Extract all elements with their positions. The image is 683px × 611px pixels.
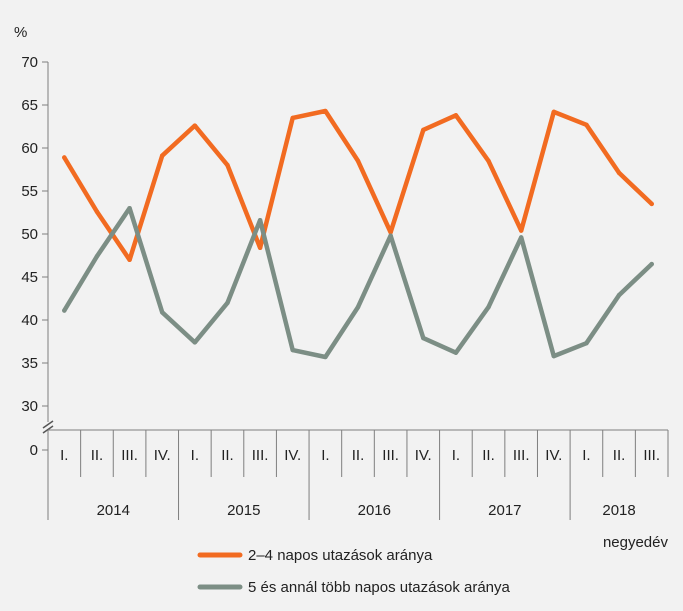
data-point-series-2	[584, 341, 589, 346]
x-year-label: 2018	[602, 502, 635, 519]
data-point-series-1	[388, 230, 393, 235]
data-point-series-1	[290, 115, 295, 121]
data-point-series-1	[355, 158, 361, 164]
data-point-series-2	[192, 340, 198, 345]
data-point-series-1	[486, 158, 491, 164]
series-line-1	[62, 108, 654, 263]
x-quarter-label: IV.	[415, 447, 432, 464]
legend-label-2: 5 és annál több napos utazások aránya	[248, 579, 511, 596]
data-point-series-2	[486, 304, 491, 310]
x-quarter-label: IV.	[284, 447, 301, 464]
data-point-series-2	[160, 310, 165, 315]
y-tick-label: 40	[21, 312, 38, 329]
axis-break-mark	[42, 420, 54, 429]
x-quarter-label: II.	[352, 447, 365, 464]
data-point-series-1	[649, 201, 654, 207]
data-point-series-2	[551, 353, 556, 359]
x-quarter-label: III.	[121, 447, 138, 464]
data-point-series-2	[323, 354, 328, 360]
x-quarter-label: III.	[513, 447, 530, 464]
x-quarter-label: I.	[60, 447, 68, 464]
y-unit-label: %	[14, 24, 27, 41]
y-tick-label: 55	[21, 183, 38, 200]
x-quarter-label: IV.	[545, 447, 562, 464]
legend-label-1: 2–4 napos utazások aránya	[248, 547, 433, 564]
data-point-series-1	[225, 163, 230, 168]
y-tick-label: 70	[21, 54, 38, 71]
x-quarter-label: III.	[643, 447, 660, 464]
y-tick-label: 0	[30, 442, 38, 459]
x-quarter-label: I.	[321, 447, 329, 464]
y-tick-label: 45	[21, 269, 38, 286]
series-line-2	[62, 205, 654, 360]
x-year-label: 2015	[227, 502, 260, 519]
x-quarter-label: III.	[382, 447, 399, 464]
y-tick-label: 50	[21, 226, 38, 243]
x-year-label: 2017	[488, 502, 521, 519]
data-point-series-1	[192, 123, 198, 128]
x-quarter-label: II.	[613, 447, 626, 464]
x-unit-label: negyedév	[603, 534, 669, 551]
data-point-series-2	[453, 350, 459, 355]
y-tick-label: 65	[21, 97, 38, 114]
data-point-series-2	[62, 308, 67, 313]
data-point-series-2	[355, 304, 361, 310]
x-quarter-label: II.	[221, 447, 234, 464]
data-point-series-1	[421, 127, 426, 133]
data-point-series-1	[94, 209, 100, 214]
data-point-series-1	[551, 109, 556, 115]
data-point-series-1	[323, 108, 328, 114]
data-point-series-2	[649, 261, 654, 267]
data-point-series-2	[388, 233, 393, 238]
data-point-series-2	[290, 347, 295, 353]
data-point-series-2	[127, 206, 132, 211]
y-tick-label: 35	[21, 355, 38, 372]
data-point-series-1	[453, 113, 459, 118]
x-quarter-label: I.	[191, 447, 199, 464]
data-point-series-2	[225, 300, 230, 305]
data-point-series-2	[94, 254, 100, 259]
data-point-series-1	[127, 257, 132, 262]
data-point-series-1	[584, 122, 589, 127]
data-point-series-1	[616, 170, 622, 176]
x-quarter-label: I.	[452, 447, 460, 464]
x-quarter-label: III.	[252, 447, 269, 464]
x-quarter-label: II.	[482, 447, 495, 464]
data-point-series-2	[257, 218, 263, 223]
data-point-series-2	[421, 335, 426, 341]
y-tick-label: 30	[21, 398, 38, 415]
x-quarter-label: II.	[91, 447, 104, 464]
data-point-series-1	[518, 228, 524, 233]
x-quarter-label: IV.	[154, 447, 171, 464]
x-quarter-label: I.	[582, 447, 590, 464]
x-year-label: 2014	[97, 502, 130, 519]
data-point-series-2	[616, 292, 622, 298]
data-point-series-1	[62, 155, 67, 160]
y-tick-label: 60	[21, 140, 38, 157]
data-point-series-1	[160, 153, 165, 158]
data-point-series-2	[518, 235, 524, 240]
data-point-series-1	[257, 245, 263, 250]
x-year-label: 2016	[358, 502, 391, 519]
